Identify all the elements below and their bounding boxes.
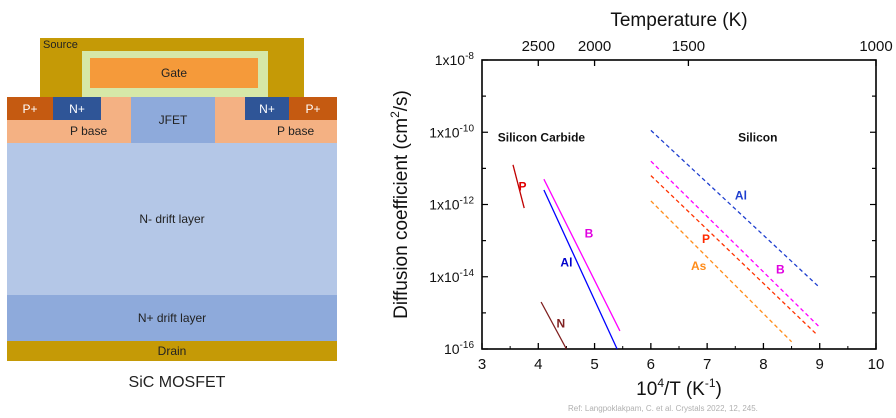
x-tick-label: 3 [478, 356, 486, 373]
y-tick-label: 1x10-12 [429, 196, 474, 213]
top-tick-label: 1500 [672, 38, 705, 55]
top-tick-label: 2000 [578, 38, 611, 55]
p-base-left-label: P base [70, 124, 108, 138]
series-label-b: B [585, 226, 594, 240]
x-tick-label: 4 [534, 356, 542, 373]
n-plus-drift-layer: N+ drift layer [7, 295, 337, 341]
gate-electrode: Gate [90, 58, 258, 88]
x-tick-label: 5 [590, 356, 598, 373]
n-plus-right: N+ [245, 97, 289, 120]
jfet-region: JFET [131, 97, 215, 143]
x-axis-title: 104/T (K-1) [636, 376, 722, 400]
p-plus-left: P+ [7, 97, 53, 120]
n-minus-drift-label: N- drift layer [139, 212, 205, 226]
series-line-sic-n [540, 301, 567, 350]
plot-frame [481, 59, 877, 350]
source-label: Source [43, 39, 78, 51]
y-tick-label: 1x10-8 [435, 51, 475, 68]
series-line-si-as [650, 200, 793, 343]
x-tick-label: 9 [816, 356, 824, 373]
chart-series [512, 129, 821, 350]
chart-labels: Silicon Carbide Silicon P B Al N Al P As B [498, 131, 785, 331]
series-label-b: B [776, 263, 785, 277]
drain-layer: Drain [7, 341, 337, 361]
series-label-p: P [702, 232, 710, 246]
mosfet-caption: SiC MOSFET [128, 374, 226, 391]
p-plus-right-label: P+ [305, 101, 321, 116]
p-plus-left-label: P+ [22, 101, 38, 116]
n-plus-drift-label: N+ drift layer [137, 311, 207, 325]
series-line-si-al [650, 129, 821, 289]
top-axis-title: Temperature (K) [610, 10, 747, 31]
series-label-n: N [556, 317, 565, 331]
group-label-sic: Silicon Carbide [498, 131, 586, 145]
jfet-label: JFET [158, 113, 188, 127]
n-plus-left-label: N+ [69, 101, 85, 116]
top-tick-label: 1000 [859, 38, 892, 55]
chart-axes: 3 4 5 6 7 8 9 10 2500 2000 1500 1000 1x10-8 1x10-10 1x… [388, 10, 893, 400]
x-tick-label: 7 [703, 356, 711, 373]
series-label-al: Al [560, 255, 572, 269]
p-base-right-label: P base [277, 124, 315, 138]
series-line-si-b [650, 160, 821, 328]
series-label-as: As [691, 259, 707, 273]
y-tick-label: 1x10-14 [429, 268, 474, 285]
gate-label: Gate [160, 66, 187, 80]
drain-label: Drain [157, 344, 187, 358]
n-plus-left: N+ [53, 97, 101, 120]
reference-note: Ref: Langpoklakpam, C. et al. Crystals 2… [568, 404, 758, 413]
n-plus-right-label: N+ [259, 101, 275, 116]
top-tick-label: 2500 [522, 38, 555, 55]
series-label-al: Al [735, 188, 747, 202]
x-tick-label: 8 [759, 356, 767, 373]
y-tick-label: 1x10-10 [429, 123, 474, 140]
series-line-sic-p [512, 164, 525, 209]
x-tick-label: 6 [647, 356, 655, 373]
series-line-sic-b [543, 178, 621, 332]
x-tick-label: 10 [868, 356, 885, 373]
series-label-p: P [519, 179, 527, 193]
y-axis-title: Diffusion coefficient (cm2/s) [388, 90, 412, 319]
n-minus-drift-layer: N- drift layer [7, 143, 337, 295]
group-label-si: Silicon [738, 131, 777, 145]
p-plus-right: P+ [289, 97, 337, 120]
series-line-si-p [650, 175, 818, 336]
y-tick-label: 10-16 [444, 340, 474, 357]
series-line-sic-al [543, 189, 618, 350]
